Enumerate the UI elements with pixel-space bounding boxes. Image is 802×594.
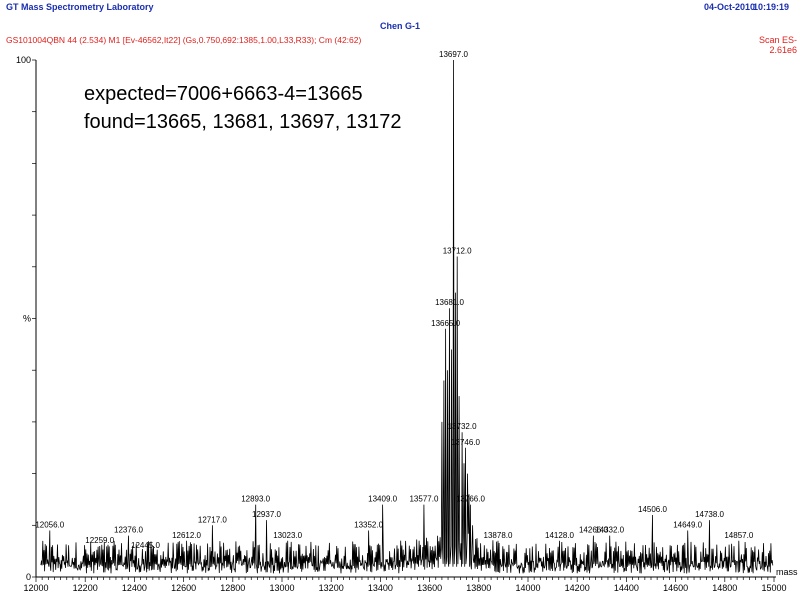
lab-name: GT Mass Spectrometry Laboratory (6, 2, 154, 12)
peak-label: 14506.0 (638, 505, 667, 514)
scan-description: GS101004QBN 44 (2.534) M1 [Ev-46562,It22… (6, 35, 362, 45)
peak-label: 13712.0 (443, 246, 472, 255)
peak-label: 13681.0 (435, 298, 464, 307)
peak-label: 13577.0 (409, 495, 438, 504)
spectrum-trace (40, 59, 774, 574)
peak-label: 12376.0 (114, 526, 143, 535)
x-tick-label: 14200 (565, 583, 590, 593)
x-tick-label: 14600 (663, 583, 688, 593)
peak-label: 12259.0 (85, 536, 114, 545)
acquisition-date: 04-Oct-2010 (704, 2, 756, 12)
annotation-found: found=13665, 13681, 13697, 13172 (84, 111, 402, 133)
annotation-text: expected=7006+6663-4=13665 found=13665, … (84, 80, 402, 136)
x-axis-label: mass (776, 567, 798, 577)
peak-label: 12893.0 (241, 495, 270, 504)
peak-label: 14332.0 (595, 526, 624, 535)
scan-mode: Scan ES- (758, 35, 797, 45)
peak-label: 13766.0 (456, 495, 485, 504)
peak-label: 13023.0 (273, 531, 302, 540)
peak-label: 13746.0 (451, 438, 480, 447)
x-tick-label: 14000 (515, 583, 540, 593)
x-tick-label: 12200 (73, 583, 98, 593)
x-tick-label: 12000 (23, 583, 48, 593)
peak-label: 12612.0 (172, 531, 201, 540)
x-tick-label: 13400 (368, 583, 393, 593)
peak-label: 13409.0 (368, 495, 397, 504)
peak-label: 12937.0 (252, 510, 281, 519)
scan-intensity: 2.61e6 (769, 45, 797, 55)
y-tick-label: 0 (26, 572, 31, 582)
peak-label: 14266.0 (579, 526, 608, 535)
sample-name: Chen G-1 (379, 21, 420, 31)
peak-label: 13878.0 (484, 531, 513, 540)
peak-label: 13352.0 (354, 520, 383, 529)
x-tick-label: 13000 (269, 583, 294, 593)
x-tick-label: 13800 (466, 583, 491, 593)
x-tick-label: 15000 (761, 583, 786, 593)
x-tick-label: 12800 (220, 583, 245, 593)
x-tick-label: 12400 (122, 583, 147, 593)
y-tick-label: 100 (16, 55, 31, 65)
peak-label: 14128.0 (545, 531, 574, 540)
x-tick-label: 13600 (417, 583, 442, 593)
peak-label: 13697.0 (439, 50, 468, 59)
x-tick-label: 13200 (319, 583, 344, 593)
y-tick-label: % (23, 314, 31, 324)
annotation-expected: expected=7006+6663-4=13665 (84, 83, 363, 105)
acquisition-time: 10:19:19 (753, 2, 790, 12)
peak-label: 12445.0 (131, 541, 160, 550)
peak-label: 12717.0 (198, 515, 227, 524)
x-tick-label: 12600 (171, 583, 196, 593)
peak-label: 14738.0 (695, 510, 724, 519)
peak-label: 13665.0 (431, 319, 460, 328)
x-tick-label: 14800 (712, 583, 737, 593)
peak-label: 13732.0 (448, 422, 477, 431)
peak-label: 12056.0 (35, 520, 64, 529)
x-tick-label: 14400 (614, 583, 639, 593)
peak-label: 14857.0 (724, 531, 753, 540)
peak-label: 14649.0 (673, 520, 702, 529)
